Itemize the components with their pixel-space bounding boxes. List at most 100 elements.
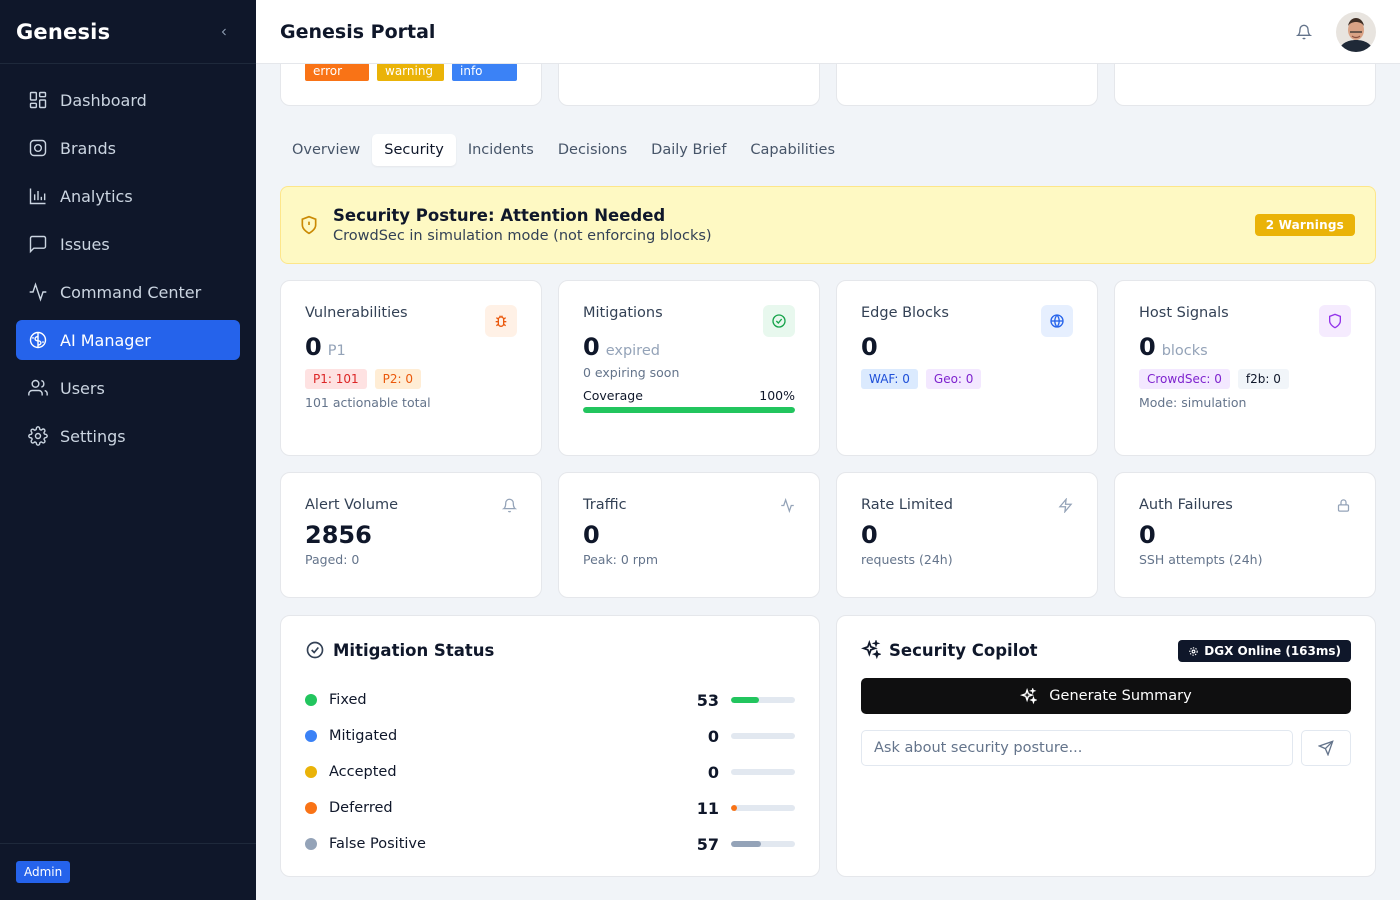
card-label: Alert Volume	[305, 497, 399, 513]
tab-security[interactable]: Security	[372, 134, 456, 166]
brain-icon	[28, 330, 48, 350]
mitigations-card: Mitigations 0 expired 0 expiring soon Co…	[558, 280, 820, 456]
geo-tag: Geo: 0	[925, 369, 982, 389]
sidebar-item-label: Analytics	[60, 186, 133, 206]
traffic-sub: Peak: 0 rpm	[583, 552, 659, 567]
metric-number: 0	[1139, 333, 1156, 361]
status-label: False Positive	[329, 836, 426, 852]
check-circle-icon	[305, 640, 325, 660]
status-label: Deferred	[329, 800, 393, 816]
sparkles-icon	[861, 640, 881, 660]
tab-capabilities[interactable]: Capabilities	[750, 142, 836, 158]
metric-number: 0	[305, 333, 322, 361]
metric-cards-row: Vulnerabilities 0 P1 P1: 101 P2: 0 101 a…	[280, 280, 1376, 456]
sidebar-item-dashboard[interactable]: Dashboard	[16, 80, 240, 120]
lock-icon	[1335, 497, 1351, 513]
coverage-fill	[583, 407, 795, 413]
sidebar-item-label: Settings	[60, 426, 126, 446]
avatar[interactable]	[1336, 11, 1376, 52]
severity-legend: error warning info	[305, 63, 517, 81]
chevron-left-icon	[221, 28, 226, 35]
rate-limited-value: 0	[861, 521, 878, 549]
actionable-total: 101 actionable total	[305, 395, 431, 410]
panel-header: Security Copilot	[861, 640, 1351, 660]
legend-warning: warning	[377, 63, 444, 81]
vulnerabilities-value: 0 P1	[305, 333, 517, 361]
host-signals-card: Host Signals 0 blocks CrowdSec: 0 f2b: 0…	[1114, 280, 1376, 456]
notifications-button[interactable]	[1296, 24, 1312, 40]
sidebar-item-label: AI Manager	[60, 330, 151, 350]
status-row-fixed: Fixed 53	[305, 682, 795, 718]
sidebar-item-issues[interactable]: Issues	[16, 224, 240, 264]
host-mode: Mode: simulation	[1139, 395, 1247, 410]
status-row-false-positive: False Positive 57	[305, 826, 795, 862]
analytics-icon	[28, 186, 48, 206]
status-dot	[305, 766, 317, 778]
sidebar-item-analytics[interactable]: Analytics	[16, 176, 240, 216]
ask-copilot-input[interactable]	[861, 730, 1293, 766]
dgx-status-text: DGX Online (163ms)	[1204, 644, 1341, 658]
ask-row	[861, 730, 1351, 766]
card-label: Rate Limited	[861, 497, 953, 513]
status-dot	[305, 802, 317, 814]
bottom-panels: Mitigation Status Fixed 53 Mitigated 0	[280, 615, 1376, 877]
send-button[interactable]	[1301, 730, 1351, 766]
status-fill	[731, 841, 762, 847]
zap-icon	[1057, 497, 1073, 513]
metric-number: 0	[861, 333, 878, 361]
security-copilot-panel: Security Copilot DGX Online (163ms) Gene…	[836, 615, 1376, 877]
tab-incidents[interactable]: Incidents	[467, 142, 534, 158]
tab-decisions[interactable]: Decisions	[557, 142, 628, 158]
card-label: Traffic	[583, 497, 627, 513]
p2-tag: P2: 0	[374, 369, 422, 389]
panel-title: Security Copilot	[889, 640, 1038, 660]
status-count: 0	[707, 726, 719, 746]
sidebar-nav: Dashboard Brands Analytics Issues Comman…	[0, 64, 256, 480]
traffic-card: Traffic 0 Peak: 0 rpm	[558, 472, 820, 598]
card-label: Auth Failures	[1139, 497, 1233, 513]
sidebar-item-ai-manager[interactable]: AI Manager	[16, 320, 240, 360]
status-bar	[731, 805, 795, 811]
tab-bar: Overview Security Incidents Decisions Da…	[280, 134, 847, 168]
alert-text: Security Posture: Attention Needed Crowd…	[333, 206, 712, 244]
metric-suffix: P1	[327, 343, 346, 359]
tab-overview[interactable]: Overview	[292, 142, 361, 158]
page-title: Genesis Portal	[280, 20, 436, 43]
sidebar-item-label: Issues	[60, 234, 110, 254]
status-dot	[305, 694, 317, 706]
status-list: Fixed 53 Mitigated 0 Accepted 0	[305, 682, 795, 862]
status-bar	[731, 697, 795, 703]
host-signals-value: 0 blocks	[1139, 333, 1351, 361]
alert-volume-sub: Paged: 0	[305, 552, 360, 567]
sidebar-footer: Admin	[0, 843, 256, 900]
bell-icon	[1296, 24, 1312, 39]
legend-info: info	[452, 63, 517, 81]
top-header: Genesis Portal	[256, 0, 1400, 64]
shield-icon	[1319, 305, 1351, 337]
generate-summary-button[interactable]: Generate Summary	[861, 678, 1351, 714]
sidebar-item-settings[interactable]: Settings	[16, 416, 240, 456]
priority-tags: P1: 101 P2: 0	[305, 369, 517, 389]
sidebar-item-users[interactable]: Users	[16, 368, 240, 408]
card-label: Host Signals	[1139, 305, 1229, 321]
mitigations-value: 0 expired	[583, 333, 795, 361]
sparkles-icon	[1020, 687, 1038, 704]
sidebar-item-command-center[interactable]: Command Center	[16, 272, 240, 312]
main-content: error warning info Overview Security Inc…	[256, 54, 1400, 900]
collapse-sidebar-button[interactable]	[216, 24, 232, 40]
activity-icon	[28, 282, 48, 302]
tab-daily-brief[interactable]: Daily Brief	[651, 142, 727, 158]
small-metric-cards-row: Alert Volume 2856 Paged: 0 Traffic 0 Pea…	[280, 472, 1376, 598]
message-square-icon	[28, 234, 48, 254]
status-bar	[731, 769, 795, 775]
vulnerabilities-card: Vulnerabilities 0 P1 P1: 101 P2: 0 101 a…	[280, 280, 542, 456]
sidebar-item-brands[interactable]: Brands	[16, 128, 240, 168]
header-actions	[1296, 11, 1376, 52]
sidebar-item-label: Dashboard	[60, 90, 147, 110]
status-label: Mitigated	[329, 728, 398, 744]
status-row-accepted: Accepted 0	[305, 754, 795, 790]
alert-volume-value: 2856	[305, 521, 372, 549]
gear-icon	[28, 426, 48, 446]
metric-suffix: blocks	[1161, 343, 1208, 359]
auth-failures-sub: SSH attempts (24h)	[1139, 552, 1263, 567]
